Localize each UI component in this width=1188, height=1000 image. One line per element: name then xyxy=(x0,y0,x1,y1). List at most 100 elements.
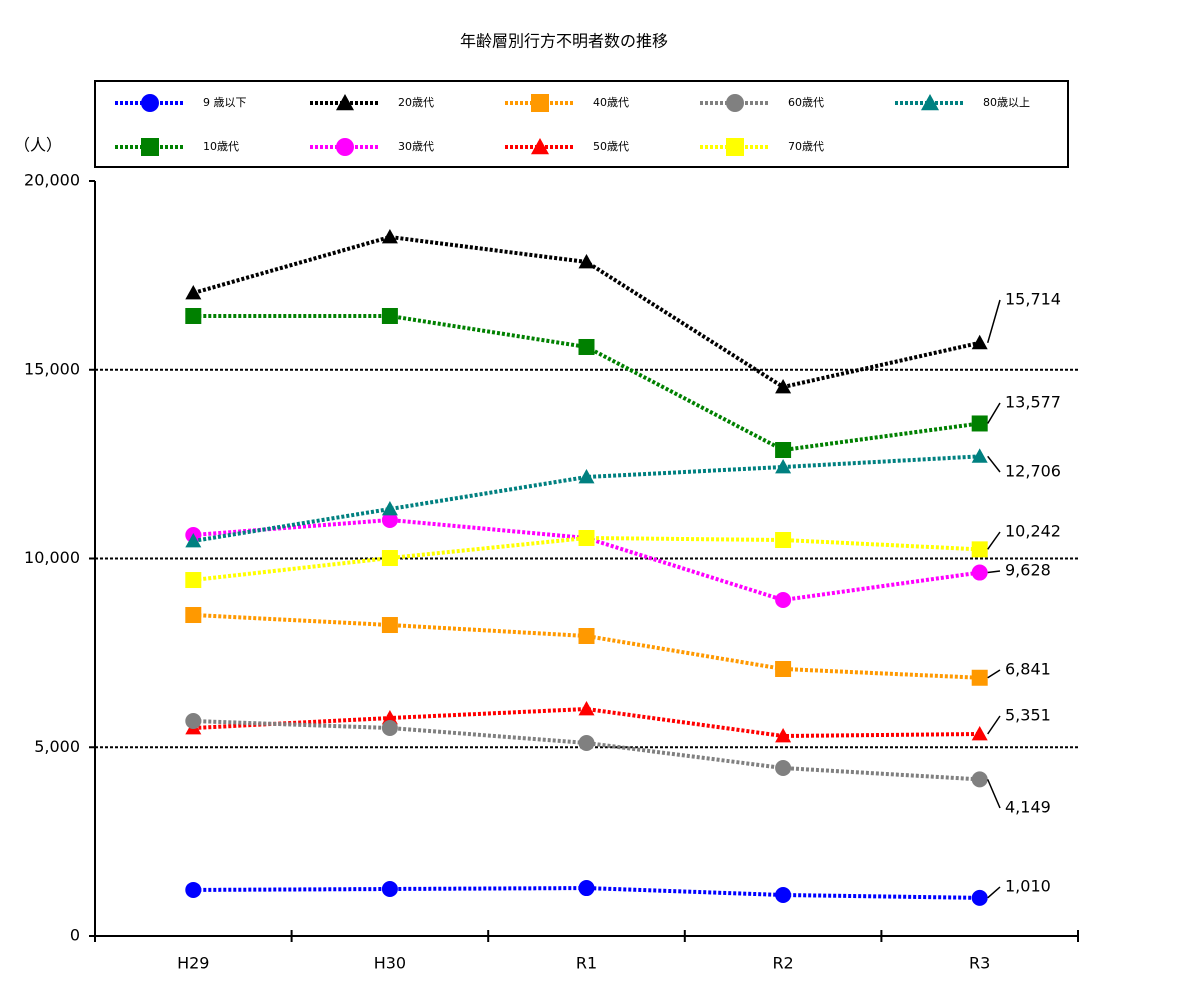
series-line xyxy=(193,613,980,680)
data-point xyxy=(578,530,595,547)
series-line xyxy=(193,517,980,603)
legend-label: 30歳代 xyxy=(398,140,434,153)
data-point xyxy=(381,307,398,324)
series-line xyxy=(193,886,980,900)
data-point xyxy=(775,532,792,549)
data-point xyxy=(971,334,988,350)
data-point xyxy=(775,442,792,459)
value-label: 1,010 xyxy=(1005,877,1051,896)
data-point xyxy=(381,228,398,244)
legend-marker xyxy=(921,94,939,111)
legend-label: 10歳代 xyxy=(203,140,239,153)
leader-line xyxy=(987,455,1001,473)
legend-marker xyxy=(531,138,549,155)
data-point xyxy=(971,564,988,581)
data-point xyxy=(775,379,792,394)
data-point xyxy=(381,501,398,516)
legend-marker xyxy=(141,94,159,112)
data-point xyxy=(578,701,595,716)
data-point xyxy=(578,253,595,269)
data-point xyxy=(381,709,398,725)
y-tick-label: 20,000 xyxy=(24,171,80,190)
legend-label: 80歳以上 xyxy=(983,96,1030,109)
leader-line xyxy=(987,886,1001,899)
legend-label: 40歳代 xyxy=(593,96,629,109)
x-tick-label: H30 xyxy=(374,954,406,973)
legend-marker xyxy=(531,94,549,112)
data-point xyxy=(971,669,988,686)
value-label: 15,714 xyxy=(1005,290,1061,309)
legend-marker xyxy=(336,94,354,111)
legend-label: 60歳代 xyxy=(788,96,824,109)
data-point xyxy=(381,550,398,567)
data-point xyxy=(578,880,595,897)
y-tick-label: 15,000 xyxy=(24,359,80,378)
data-point xyxy=(971,889,988,906)
chart-title: 年齢層別行方不明者数の推移 xyxy=(460,32,668,51)
leader-line xyxy=(987,669,1001,679)
data-point xyxy=(578,468,595,484)
y-tick-label: 10,000 xyxy=(24,548,80,567)
leader-line xyxy=(987,402,1001,424)
value-label: 5,351 xyxy=(1005,706,1051,725)
data-point xyxy=(381,617,398,634)
data-point xyxy=(775,591,792,608)
y-tick-label: 5,000 xyxy=(34,737,80,756)
leader-line xyxy=(987,715,1001,735)
data-point xyxy=(775,728,792,743)
value-label: 9,628 xyxy=(1005,561,1051,580)
leader-line xyxy=(987,570,1001,574)
series-line xyxy=(193,313,980,453)
y-tick-label: 0 xyxy=(70,926,80,945)
legend-box xyxy=(94,80,1069,168)
data-point xyxy=(578,734,595,751)
leader-line xyxy=(986,299,1001,344)
value-label: 10,242 xyxy=(1005,522,1061,541)
series-line xyxy=(193,719,980,782)
data-point xyxy=(185,572,202,589)
legend-label: 70歳代 xyxy=(788,140,824,153)
data-point xyxy=(578,338,595,355)
data-point xyxy=(185,881,202,898)
value-label: 13,577 xyxy=(1005,393,1061,412)
y-axis-label: （人） xyxy=(14,136,62,155)
data-point xyxy=(971,541,988,558)
legend-marker xyxy=(336,138,354,156)
data-point xyxy=(775,458,792,474)
data-point xyxy=(381,719,398,736)
data-point xyxy=(185,607,202,624)
data-point xyxy=(971,415,988,432)
x-tick-label: R1 xyxy=(576,954,597,973)
data-point xyxy=(775,760,792,777)
legend-marker xyxy=(141,138,159,156)
data-point xyxy=(971,448,988,463)
data-point xyxy=(578,628,595,645)
data-point xyxy=(971,771,988,788)
data-point xyxy=(381,511,398,528)
leader-line xyxy=(987,779,1001,809)
data-point xyxy=(185,713,202,730)
data-point xyxy=(381,881,398,898)
x-tick-label: R3 xyxy=(969,954,990,973)
leader-line xyxy=(987,531,1001,550)
data-point xyxy=(775,887,792,904)
legend-marker xyxy=(726,94,744,112)
series-line xyxy=(192,454,980,543)
value-label: 12,706 xyxy=(1005,462,1061,481)
value-label: 6,841 xyxy=(1005,660,1051,679)
series-line xyxy=(193,707,980,739)
legend-marker xyxy=(726,138,744,156)
data-point xyxy=(185,285,202,300)
legend-label: 9 歳以下 xyxy=(203,96,247,109)
x-tick-label: H29 xyxy=(177,954,209,973)
data-point xyxy=(185,532,202,548)
data-point xyxy=(185,307,202,324)
x-tick-label: R2 xyxy=(772,954,793,973)
value-label: 4,149 xyxy=(1005,798,1051,817)
legend-label: 50歳代 xyxy=(593,140,629,153)
data-point xyxy=(971,725,988,741)
legend-label: 20歳代 xyxy=(398,96,434,109)
data-point xyxy=(775,660,792,677)
